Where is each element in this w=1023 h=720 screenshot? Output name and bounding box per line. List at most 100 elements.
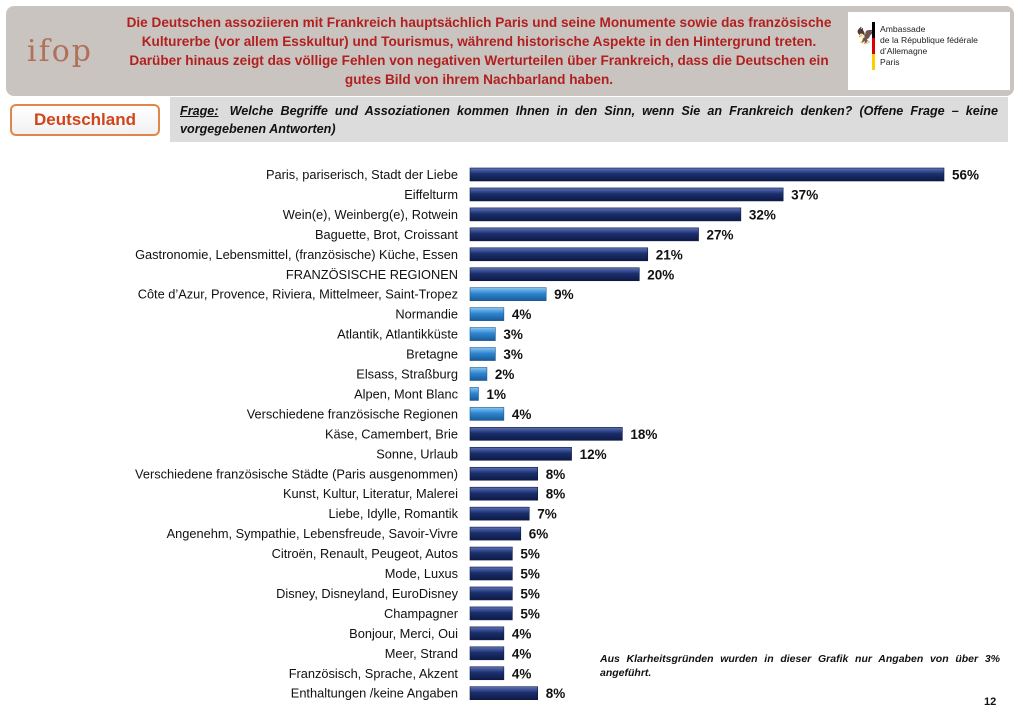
bar-row: Champagner 5% [384,606,540,622]
bar-row: Kunst, Kultur, Literatur, Malerei 8% [283,486,565,502]
category-label: Paris, pariserisch, Stadt der Liebe [266,167,458,182]
bar [469,586,513,601]
value-label: 27% [707,227,734,242]
value-label: 8% [546,467,566,482]
bar [469,566,513,581]
value-label: 8% [546,686,566,700]
flag-stripe-gold [872,54,875,70]
value-label: 5% [520,567,540,582]
bar-row: FRANZÖSISCHE REGIONEN 20% [286,267,674,283]
bar [469,486,539,501]
bar-row: Liebe, Idylle, Romantik 7% [329,506,557,522]
bar [469,247,649,262]
bar-row: Bretagne 3% [406,347,523,363]
value-label: 6% [529,527,549,542]
category-label: Bretagne [406,347,458,362]
bar [469,407,505,421]
german-flag-icon [872,22,875,70]
bar [469,626,505,641]
value-label: 5% [520,606,540,621]
category-label: Kunst, Kultur, Literatur, Malerei [283,486,458,501]
bar [469,167,945,182]
category-label: Käse, Camembert, Brie [325,426,458,441]
category-label: Mode, Luxus [385,566,458,581]
category-label: Gastronomie, Lebensmittel, (französische… [135,247,458,262]
category-label: Elsass, Straßburg [356,367,458,382]
bar [469,506,530,521]
bar [469,606,513,621]
bar [469,207,742,222]
category-label: Liebe, Idylle, Romantik [329,506,459,521]
category-label: Citroën, Renault, Peugeot, Autos [272,546,458,561]
bar-row: Französisch, Sprache, Akzent 4% [289,666,532,682]
category-label: Eiffelturm [404,187,458,202]
embassy-text: Ambassade de la République fédérale d’Al… [880,24,1010,68]
category-label: Alpen, Mont Blanc [354,386,458,401]
bar-row: Angenehm, Sympathie, Lebensfreude, Savoi… [167,526,549,542]
bar-row: Normandie 4% [395,307,531,323]
category-label: Normandie [395,307,458,322]
question-prefix: Frage: [180,104,219,118]
value-label: 5% [520,586,540,601]
footnote: Aus Klarheitsgründen wurden in dieser Gr… [600,653,1000,679]
bar [469,367,488,381]
value-label: 8% [546,487,566,502]
embassy-line: Ambassade [880,24,926,34]
category-label: Meer, Strand [385,646,458,661]
bar-row: Wein(e), Weinberg(e), Rotwein 32% [283,207,776,223]
page-number: 12 [984,696,997,708]
logo-text: ifop [27,33,93,69]
bar-chart: Paris, pariserisch, Stadt der Liebe 56% Ei… [135,167,979,700]
bar [469,546,513,561]
category-label: Côte d’Azur, Provence, Riviera, Mittelme… [138,287,458,302]
bar [469,446,572,461]
value-label: 3% [503,347,523,362]
bar [469,466,539,481]
bar-row: Mode, Luxus 5% [385,566,540,582]
embassy-logo: 🦅 Ambassade de la République fédérale d’… [848,12,1010,90]
bar [469,227,699,242]
category-label: Disney, Disneyland, EuroDisney [276,586,458,601]
value-label: 3% [503,327,523,342]
category-label: Atlantik, Atlantikküste [337,327,458,342]
value-label: 4% [512,307,532,322]
value-label: 12% [580,447,607,462]
category-label: Bonjour, Merci, Oui [349,626,458,641]
eagle-icon: 🦅 [856,28,876,45]
value-label: 20% [647,267,674,282]
value-label: 56% [952,168,979,183]
question-text: Welche Begriffe und Assoziationen kommen… [180,104,999,136]
embassy-line: de la République fédérale d’Allemagne [880,35,978,56]
category-label: Angenehm, Sympathie, Lebensfreude, Savoi… [167,526,458,541]
bar [469,387,479,401]
bar-row: Gastronomie, Lebensmittel, (französische… [135,247,683,262]
question-box: Frage: Welche Begriffe und Assoziationen… [170,97,1008,142]
category-label: Baguette, Brot, Croissant [315,227,458,242]
category-label: Wein(e), Weinberg(e), Rotwein [283,207,458,222]
value-label: 21% [656,247,683,262]
value-label: 37% [791,187,818,202]
bar-row: Meer, Strand 4% [385,646,532,662]
bar-row: Côte d’Azur, Provence, Riviera, Mittelme… [138,287,574,303]
bar-row: Sonne, Urlaub 12% [376,446,606,462]
value-label: 5% [520,547,540,562]
header-band: ifop Die Deutschen assoziieren mit Frank… [6,6,1014,96]
bar [469,327,496,341]
headline: Die Deutschen assoziieren mit Frankreich… [126,15,832,87]
value-label: 7% [537,507,557,522]
bar-row: Verschiedene französische Städte (Paris … [135,466,565,482]
bar-row: Käse, Camembert, Brie 18% [325,426,657,442]
ifop-logo: ifop [16,14,104,88]
bar-row: Enthaltungen /keine Angaben 8% [291,686,565,700]
category-label: Champagner [384,606,459,621]
bar-row: Eiffelturm 37% [404,187,818,203]
category-label: Sonne, Urlaub [376,446,458,461]
bar [469,646,505,661]
category-label: Verschiedene französische Regionen [247,406,458,421]
bar [469,307,505,321]
flag-stripe-black [872,22,875,38]
value-label: 4% [512,666,532,681]
category-label: Enthaltungen /keine Angaben [291,686,458,700]
bar [469,686,539,700]
value-label: 4% [512,407,532,422]
